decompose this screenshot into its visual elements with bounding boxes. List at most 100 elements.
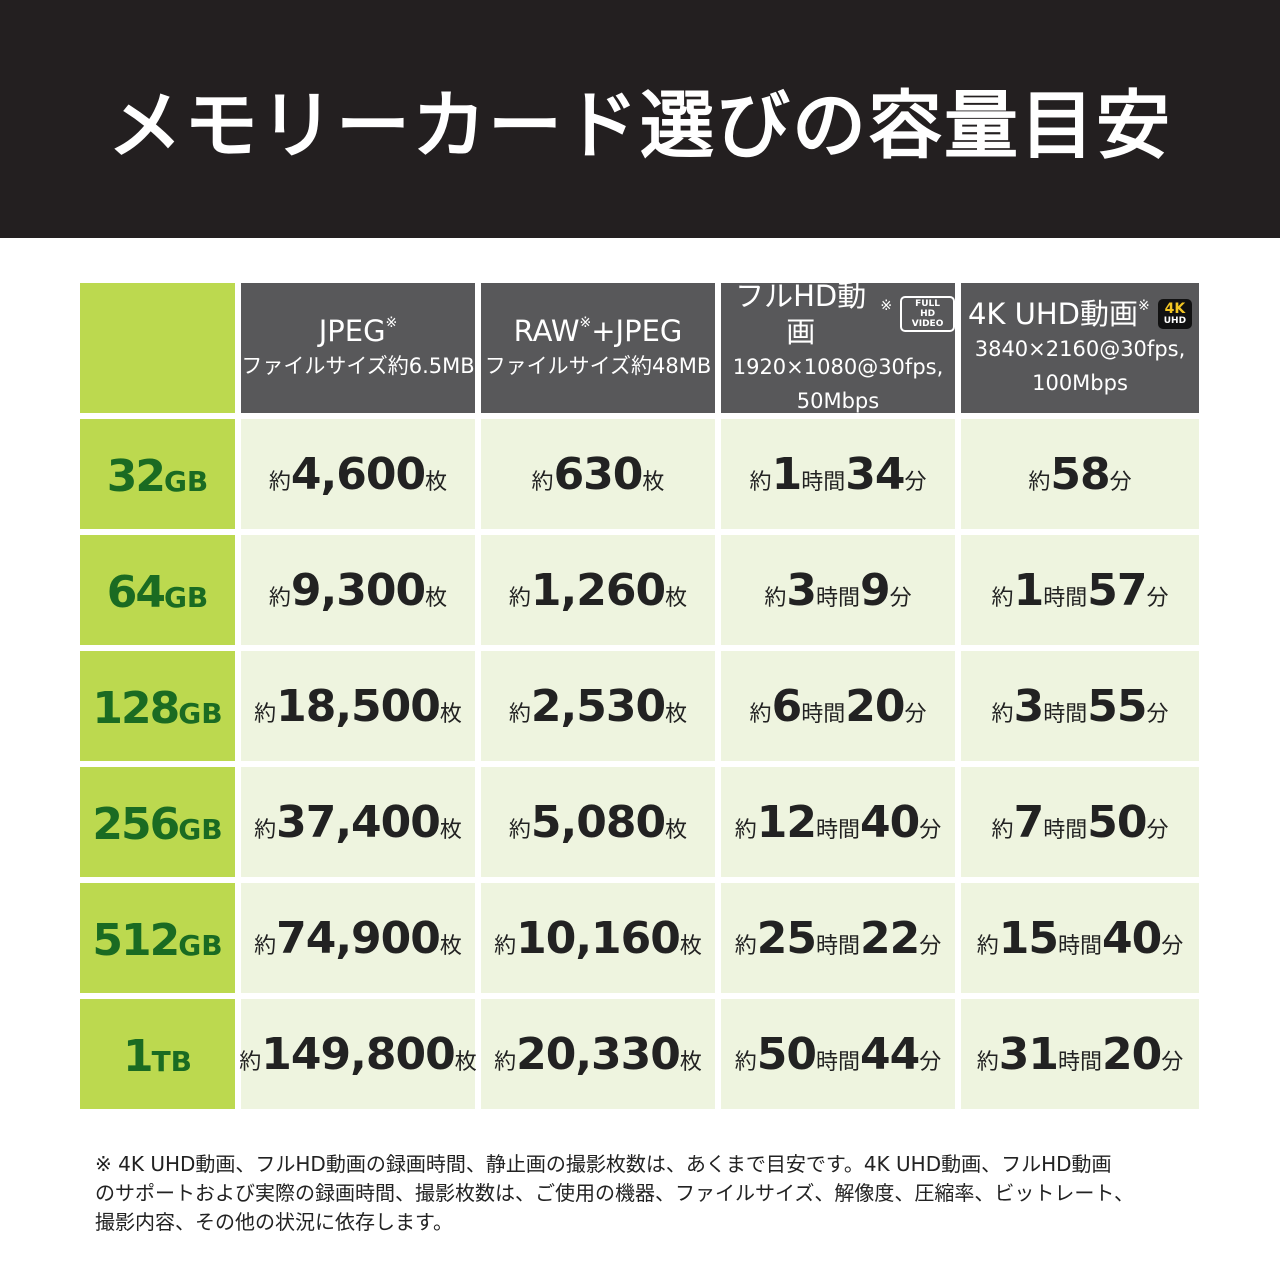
title-part: JPEG bbox=[318, 314, 386, 348]
capacity-unit: TB bbox=[151, 1045, 193, 1078]
title: メモリーカード選びの容量目安 bbox=[108, 82, 1172, 169]
cell-number: 5,080 bbox=[530, 797, 666, 848]
title-part: 4K UHD動画 bbox=[967, 297, 1138, 331]
cell-unit: 約 bbox=[991, 586, 1014, 611]
cell-unit: 分 bbox=[904, 702, 927, 727]
cell-number: 50 bbox=[1087, 797, 1147, 848]
cell-number: 74,900 bbox=[276, 913, 441, 964]
cell-number: 57 bbox=[1087, 565, 1147, 616]
cell-number: 630 bbox=[553, 449, 644, 500]
column-header: 4K UHD動画 ※ 4K UHD 3840×2160@30fps, 100Mbps bbox=[961, 283, 1199, 413]
cell-unit: 枚 bbox=[439, 702, 462, 727]
table-cell: 約 25 時間 22 分 bbox=[721, 883, 955, 993]
capacity-cell: 512 GB bbox=[80, 883, 235, 993]
cell-unit: 約 bbox=[531, 470, 554, 495]
cell-unit: 約 bbox=[1028, 470, 1051, 495]
capacity-number: 32 bbox=[106, 451, 166, 502]
cell-unit: 約 bbox=[991, 818, 1014, 843]
cell-number: 40 bbox=[860, 797, 920, 848]
cell-unit: 枚 bbox=[665, 702, 688, 727]
column-header: フルHD動画 ※ FULL HD VIDEO 1920×1080@30fps, 50Mbp… bbox=[721, 279, 955, 413]
cell-unit: 約 bbox=[749, 702, 772, 727]
cell-unit: 約 bbox=[734, 818, 757, 843]
cell-unit: 約 bbox=[239, 1050, 262, 1075]
cell-number: 44 bbox=[860, 1029, 920, 1080]
cell-unit: 約 bbox=[494, 1050, 517, 1075]
cell-number: 3 bbox=[1013, 681, 1045, 732]
cell-unit: 時間 bbox=[1043, 702, 1088, 727]
title-part: フルHD動画 bbox=[735, 279, 867, 349]
cell-unit: 枚 bbox=[439, 934, 462, 959]
cell-unit: 約 bbox=[508, 818, 531, 843]
table-cell: 約 37,400 枚 bbox=[241, 767, 475, 877]
cell-unit: 時間 bbox=[1043, 818, 1088, 843]
cell-unit: 枚 bbox=[665, 818, 688, 843]
cell-number: 40 bbox=[1102, 913, 1162, 964]
capacity-unit: GB bbox=[163, 465, 209, 498]
cell-unit: 分 bbox=[889, 586, 912, 611]
cell-number: 55 bbox=[1087, 681, 1147, 732]
table-cell: 約 1,260 枚 bbox=[481, 535, 715, 645]
footnote: ※ 4K UHD動画、フルHD動画の録画時間、静止画の撮影枚数は、あくまで目安で… bbox=[95, 1150, 1134, 1237]
table-cell: 約 10,160 枚 bbox=[481, 883, 715, 993]
table-cell: 約 3 時間 9 分 bbox=[721, 535, 955, 645]
cell-unit: 約 bbox=[734, 1050, 757, 1075]
column-detail: ファイルサイズ約48MB bbox=[484, 354, 712, 378]
column-header: RAW ※ +JPEG ファイルサイズ約48MB bbox=[481, 283, 715, 413]
capacity-unit: GB bbox=[178, 929, 223, 962]
cell-unit: 約 bbox=[976, 1050, 999, 1075]
cell-unit: 約 bbox=[494, 934, 517, 959]
cell-unit: 枚 bbox=[665, 586, 688, 611]
table-cell: 約 18,500 枚 bbox=[241, 651, 475, 761]
cell-number: 9,300 bbox=[290, 565, 426, 616]
cell-unit: 枚 bbox=[679, 934, 702, 959]
table-cell: 約 31 時間 20 分 bbox=[961, 999, 1199, 1109]
badge-text: UHD bbox=[1163, 316, 1187, 326]
cell-unit: 約 bbox=[734, 934, 757, 959]
cell-unit: 時間 bbox=[815, 818, 860, 843]
table-cell: 約 149,800 枚 bbox=[239, 999, 477, 1109]
cell-unit: 分 bbox=[1109, 470, 1132, 495]
capacity-number: 256 bbox=[92, 799, 180, 850]
badge: FULL HD VIDEO bbox=[900, 296, 955, 332]
cell-number: 34 bbox=[845, 449, 905, 500]
cell-unit: 時間 bbox=[801, 702, 846, 727]
badge-text: VIDEO bbox=[911, 319, 944, 329]
capacity-number: 512 bbox=[92, 915, 180, 966]
table-cell: 約 6 時間 20 分 bbox=[721, 651, 955, 761]
cell-unit: 約 bbox=[764, 586, 787, 611]
cell-number: 20 bbox=[845, 681, 905, 732]
cell-number: 25 bbox=[756, 913, 817, 964]
cell-unit: 分 bbox=[1161, 1050, 1184, 1075]
cell-unit: 時間 bbox=[815, 1050, 860, 1075]
cell-unit: 枚 bbox=[679, 1050, 702, 1075]
cell-number: 9 bbox=[860, 565, 891, 616]
table-cell: 約 50 時間 44 分 bbox=[721, 999, 955, 1109]
cell-unit: 約 bbox=[254, 818, 277, 843]
note-mark: ※ bbox=[1138, 298, 1150, 314]
capacity-number: 128 bbox=[92, 683, 180, 734]
note-mark: ※ bbox=[579, 315, 592, 331]
table-cell: 約 12 時間 40 分 bbox=[721, 767, 955, 877]
title-part: RAW bbox=[513, 314, 580, 348]
table-cell: 約 7 時間 50 分 bbox=[961, 767, 1199, 877]
cell-unit: 分 bbox=[919, 818, 942, 843]
capacity-table: JPEG ※ ファイルサイズ約6.5MB RAW ※ +JPEG ファイルサイズ約48MB フ… bbox=[80, 279, 1199, 1109]
cell-unit: 枚 bbox=[425, 470, 448, 495]
cell-number: 15 bbox=[998, 913, 1059, 964]
note-mark: ※ bbox=[385, 315, 398, 331]
cell-unit: 枚 bbox=[425, 586, 448, 611]
table-cell: 約 1 時間 34 分 bbox=[721, 419, 955, 529]
table-cell: 約 4,600 枚 bbox=[241, 419, 475, 529]
cell-unit: 約 bbox=[976, 934, 999, 959]
column-detail: 1920×1080@30fps, bbox=[732, 355, 944, 379]
cell-number: 3 bbox=[786, 565, 817, 616]
table-cell: 約 2,530 枚 bbox=[481, 651, 715, 761]
cell-number: 1 bbox=[1013, 565, 1045, 616]
footnote-line: のサポートおよび実際の録画時間、撮影枚数は、ご使用の機器、ファイルサイズ、解像度… bbox=[95, 1181, 1134, 1205]
cell-unit: 時間 bbox=[815, 934, 860, 959]
corner-cell bbox=[80, 283, 235, 413]
badge-text: FULL HD bbox=[915, 299, 941, 319]
capacity-unit: GB bbox=[178, 813, 223, 846]
